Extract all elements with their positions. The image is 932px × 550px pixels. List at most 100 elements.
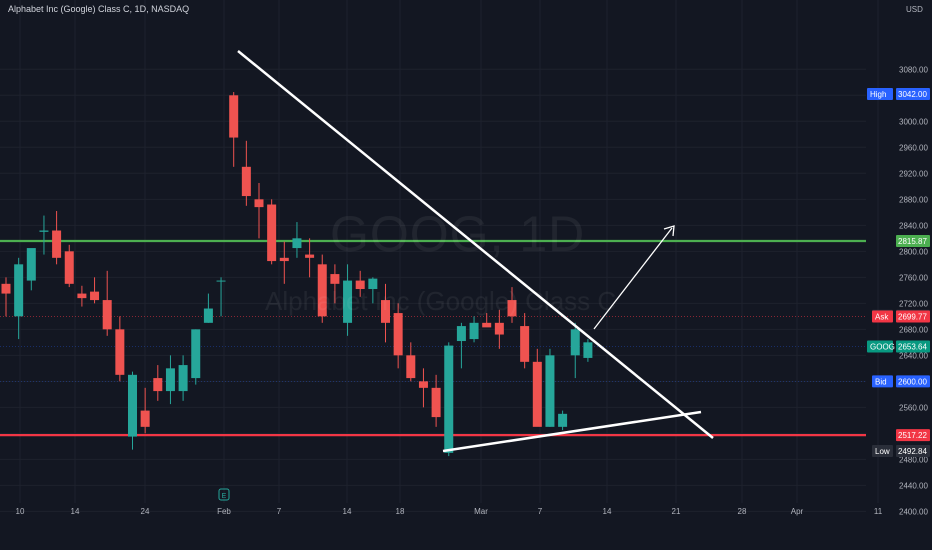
candle[interactable] — [178, 355, 188, 401]
candle[interactable] — [52, 211, 62, 265]
candle[interactable] — [115, 316, 125, 382]
date-tick-label: 14 — [71, 507, 80, 516]
candle[interactable] — [520, 313, 530, 369]
price-label-box — [896, 340, 930, 353]
candle[interactable] — [292, 222, 302, 258]
candle-body — [305, 254, 315, 258]
candle-body — [26, 248, 36, 281]
candle[interactable] — [406, 342, 416, 382]
candle[interactable] — [254, 183, 264, 239]
price-tick-label: 2680.00 — [899, 325, 928, 334]
candle[interactable] — [191, 329, 201, 385]
price-label-box — [896, 310, 930, 323]
candle[interactable] — [583, 339, 593, 362]
candle-body — [545, 355, 555, 427]
candle[interactable] — [570, 322, 580, 379]
candle-body — [39, 230, 49, 232]
candle-body — [128, 374, 137, 437]
price-tick-label: 2640.00 — [899, 351, 928, 360]
candle-body — [77, 293, 87, 299]
candle[interactable] — [140, 387, 150, 434]
candle[interactable] — [128, 371, 137, 450]
candle[interactable] — [153, 365, 163, 401]
candle[interactable] — [279, 241, 289, 284]
candle-body — [368, 278, 378, 290]
candle-body — [140, 410, 150, 427]
candle-body — [292, 238, 302, 249]
candle[interactable] — [343, 264, 353, 336]
price-label: 2517.22 — [896, 429, 930, 442]
candle-body — [583, 342, 593, 358]
candle[interactable] — [39, 215, 49, 255]
candle[interactable] — [229, 92, 239, 167]
candle-body — [279, 257, 289, 262]
candle[interactable] — [102, 270, 112, 336]
candle-body — [431, 387, 441, 418]
price-label: 2600.00 Bid — [872, 375, 930, 388]
event-flag-icon[interactable]: E — [218, 488, 230, 501]
candle-body — [418, 381, 428, 388]
candle[interactable] — [431, 374, 441, 427]
candle[interactable] — [545, 348, 555, 427]
candle[interactable] — [165, 355, 175, 405]
price-tick-label: 2760.00 — [899, 273, 928, 282]
candle[interactable] — [216, 277, 226, 317]
candle-body — [393, 313, 403, 356]
price-label-tag: GOOG — [870, 342, 895, 351]
date-tick-label: 7 — [277, 507, 282, 516]
candle-body — [570, 329, 580, 356]
price-label-box — [896, 235, 930, 248]
date-tick-label: 21 — [672, 507, 681, 516]
candle-body — [520, 326, 530, 362]
price-tick-label: 2560.00 — [899, 403, 928, 412]
time-axis[interactable]: 10 14 24 Feb 7 14 18 Mar 7 14 21 28 Apr 11 — [16, 507, 883, 516]
candle[interactable] — [393, 303, 403, 369]
candle[interactable] — [418, 368, 428, 408]
candle[interactable] — [77, 285, 87, 307]
candle[interactable] — [14, 257, 24, 340]
candle-body — [532, 361, 542, 427]
candle[interactable] — [1, 277, 11, 317]
candle-body — [241, 166, 251, 197]
candle[interactable] — [532, 348, 542, 427]
candle[interactable] — [381, 283, 390, 343]
candle-body — [52, 230, 62, 258]
projection-arrow[interactable] — [593, 227, 673, 330]
candle[interactable] — [558, 410, 568, 431]
candle[interactable] — [90, 277, 100, 304]
candle[interactable] — [368, 277, 378, 304]
candle[interactable] — [241, 140, 251, 206]
candle[interactable] — [482, 313, 492, 328]
candle[interactable] — [26, 248, 36, 291]
candle[interactable] — [507, 287, 517, 323]
candle[interactable] — [456, 322, 466, 369]
candle[interactable] — [355, 270, 365, 297]
price-label-value: 2600.00 — [898, 377, 927, 386]
candle[interactable] — [494, 309, 504, 349]
price-tick-label: 3080.00 — [899, 65, 928, 74]
candle[interactable] — [203, 293, 213, 323]
candle-body — [203, 308, 213, 323]
candle[interactable] — [305, 238, 315, 278]
candle-body — [406, 355, 416, 379]
trendline-drawings[interactable] — [237, 50, 714, 453]
price-label-box — [896, 429, 930, 442]
candle[interactable] — [64, 244, 74, 288]
candle[interactable] — [317, 254, 327, 323]
candle[interactable] — [267, 199, 277, 265]
date-tick-label: Apr — [791, 507, 804, 516]
candle-body — [267, 204, 277, 262]
descending-trendline[interactable] — [237, 50, 714, 439]
price-label-value: 2699.77 — [898, 312, 927, 321]
candle[interactable] — [469, 316, 479, 343]
candle-body — [153, 378, 163, 392]
price-label-tag: Bid — [875, 377, 887, 386]
candle[interactable] — [330, 264, 340, 304]
ascending-trendline[interactable] — [442, 410, 702, 453]
candle-body — [494, 322, 504, 335]
date-tick-label: 7 — [538, 507, 543, 516]
candle[interactable] — [444, 342, 454, 457]
date-tick-label: Mar — [474, 507, 488, 516]
